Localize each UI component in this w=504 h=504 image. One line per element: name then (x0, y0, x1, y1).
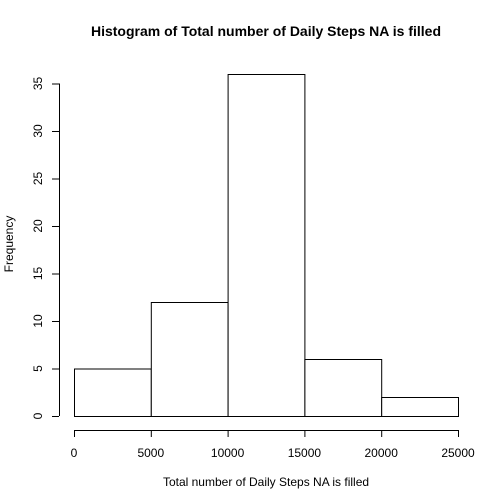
x-tick-label-3: 15000 (288, 446, 322, 460)
x-tick-label-1: 5000 (137, 446, 164, 460)
histogram-bar-0 (74, 368, 152, 417)
y-tick-label-4: 20 (31, 219, 45, 233)
x-axis: 0 5000 10000 15000 20000 25000 (71, 430, 475, 460)
x-tick-label-5: 25000 (441, 446, 475, 460)
y-tick-label-2: 10 (31, 314, 45, 328)
y-tick-label-0: 0 (31, 412, 45, 419)
y-tick-label-7: 35 (31, 77, 45, 91)
x-axis-label: Total number of Daily Steps NA is filled (163, 475, 369, 489)
y-tick-label-6: 30 (31, 124, 45, 138)
y-tick-label-1: 5 (31, 365, 45, 372)
y-axis-label: Frequency (2, 216, 16, 273)
histogram-bar-4 (381, 397, 460, 417)
bars-group (74, 74, 460, 417)
histogram-bar-1 (150, 302, 229, 417)
y-tick-label-5: 25 (31, 172, 45, 186)
y-axis: 0 5 10 15 20 25 30 35 (31, 77, 60, 419)
x-tick-label-2: 10000 (211, 446, 245, 460)
x-tick-label-4: 20000 (365, 446, 399, 460)
histogram-bar-2 (227, 74, 306, 417)
histogram-bar-3 (304, 359, 383, 417)
chart-title: Histogram of Total number of Daily Steps… (91, 23, 441, 39)
x-tick-label-0: 0 (71, 446, 78, 460)
y-tick-label-3: 15 (31, 267, 45, 281)
